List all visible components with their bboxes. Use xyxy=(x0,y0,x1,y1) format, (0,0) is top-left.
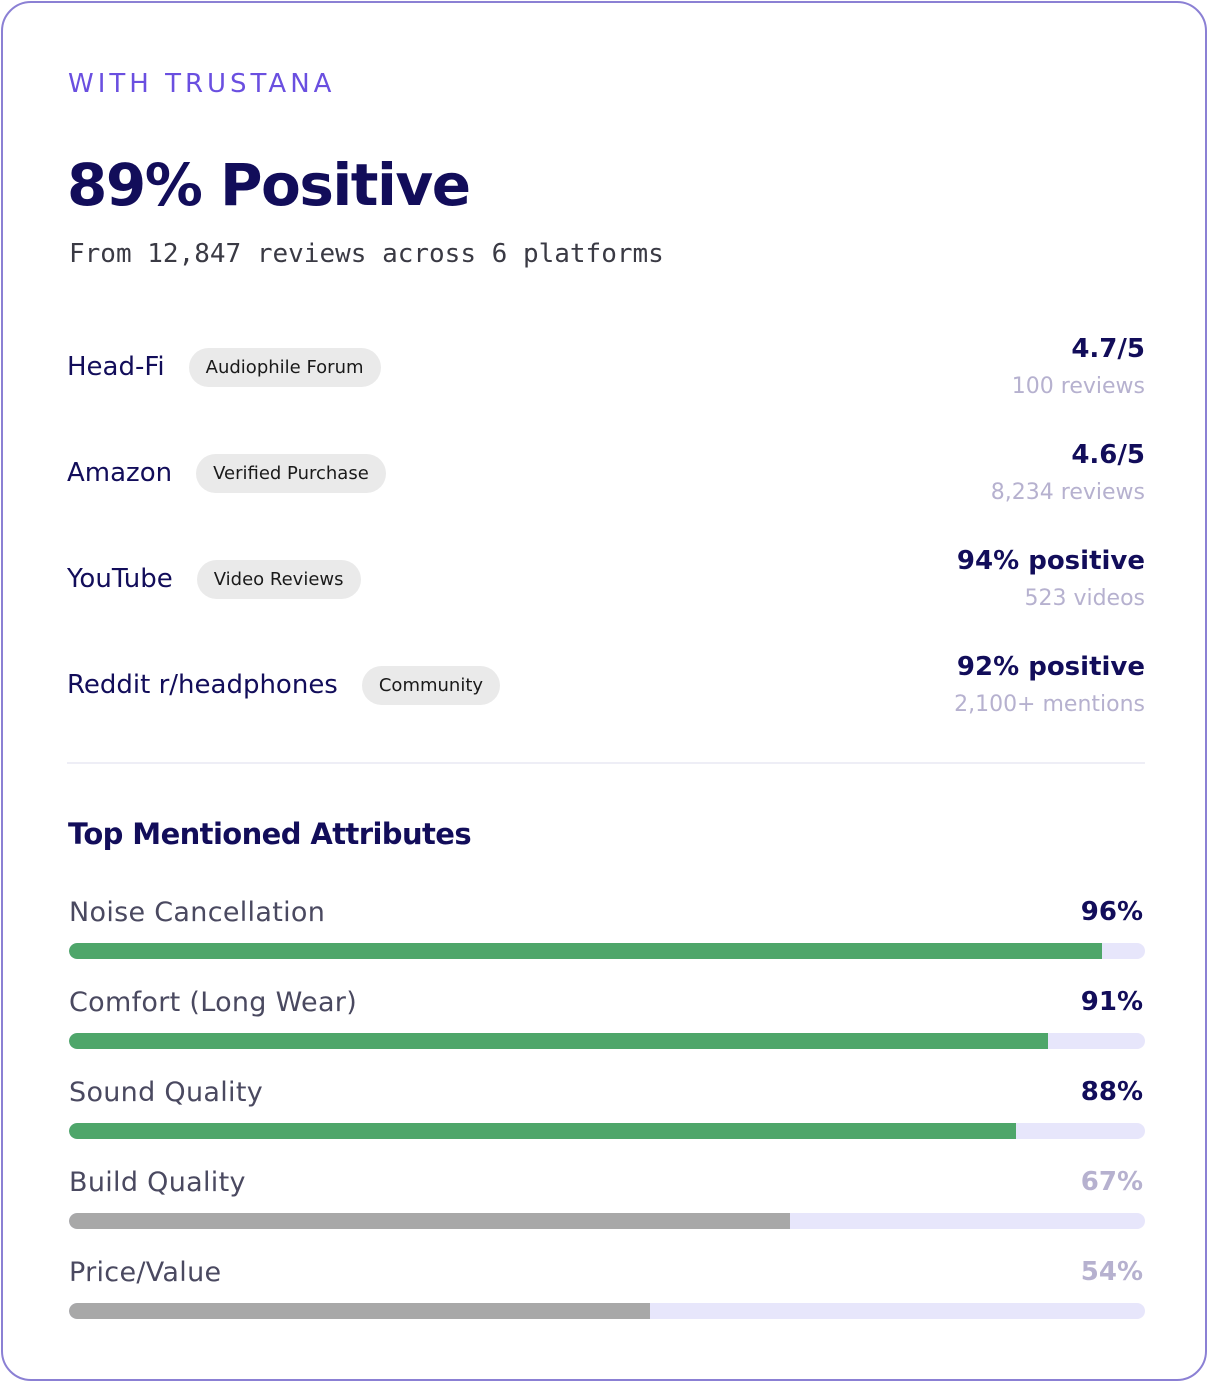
attribute-label: Comfort (Long Wear) xyxy=(69,987,358,1018)
platform-score: 4.7/5 xyxy=(1071,334,1145,364)
attribute-label: Build Quality xyxy=(69,1167,246,1198)
platform-stats: 92% positive 2,100+ mentions xyxy=(954,649,1145,723)
attribute-row: Price/Value 54% xyxy=(67,1253,1145,1343)
section-divider xyxy=(67,762,1145,764)
platform-row-head-fi: Head-Fi Audiophile Forum 4.7/5 100 revie… xyxy=(67,327,1145,433)
platform-stats: 94% positive 523 videos xyxy=(957,543,1145,617)
platform-score: 4.6/5 xyxy=(1071,440,1145,470)
platform-review-count: 523 videos xyxy=(1024,586,1145,611)
attribute-percent: 88% xyxy=(1080,1077,1143,1107)
platform-review-count: 8,234 reviews xyxy=(990,480,1145,505)
platform-row-reddit: Reddit r/headphones Community 92% positi… xyxy=(67,645,1145,751)
attribute-bar-fill xyxy=(69,1123,1016,1139)
page-title: 89% Positive xyxy=(67,151,471,219)
eyebrow-label: WITH TRUSTANA xyxy=(68,69,336,99)
attribute-percent: 91% xyxy=(1080,987,1143,1017)
platform-identity: Amazon Verified Purchase xyxy=(67,453,386,493)
attribute-bar-track xyxy=(69,1303,1145,1319)
attribute-bar-track xyxy=(69,1123,1145,1139)
attribute-percent: 67% xyxy=(1080,1167,1143,1197)
attribute-label: Noise Cancellation xyxy=(69,897,326,928)
attribute-percent: 54% xyxy=(1080,1257,1143,1287)
review-summary-subtitle: From 12,847 reviews across 6 platforms xyxy=(69,239,664,269)
platform-tag: Community xyxy=(361,665,501,705)
attribute-bar-track xyxy=(69,943,1145,959)
platform-row-amazon: Amazon Verified Purchase 4.6/5 8,234 rev… xyxy=(67,433,1145,539)
attribute-bar-fill xyxy=(69,1213,790,1229)
attribute-row: Sound Quality 88% xyxy=(67,1073,1145,1163)
attribute-bar-track xyxy=(69,1213,1145,1229)
platform-name: Head-Fi xyxy=(67,352,165,382)
attribute-label: Sound Quality xyxy=(69,1077,263,1108)
attribute-list: Noise Cancellation 96% Comfort (Long Wea… xyxy=(67,893,1145,1343)
platform-name: YouTube xyxy=(67,564,173,594)
platform-stats: 4.7/5 100 reviews xyxy=(1012,331,1145,405)
attribute-label: Price/Value xyxy=(69,1257,222,1288)
platform-identity: Reddit r/headphones Community xyxy=(67,665,501,705)
platform-identity: Head-Fi Audiophile Forum xyxy=(67,347,381,387)
attribute-row: Noise Cancellation 96% xyxy=(67,893,1145,983)
attribute-bar-fill xyxy=(69,1303,651,1319)
attribute-row: Build Quality 67% xyxy=(67,1163,1145,1253)
platform-score: 92% positive xyxy=(956,652,1145,682)
platform-review-count: 100 reviews xyxy=(1011,374,1145,399)
platform-name: Amazon xyxy=(67,458,173,488)
attribute-bar-track xyxy=(69,1033,1145,1049)
platform-name: Reddit r/headphones xyxy=(67,670,338,700)
platform-list: Head-Fi Audiophile Forum 4.7/5 100 revie… xyxy=(67,327,1145,751)
platform-stats: 4.6/5 8,234 reviews xyxy=(991,437,1145,511)
attribute-bar-fill xyxy=(69,943,1102,959)
platform-score: 94% positive xyxy=(956,546,1145,576)
attribute-row: Comfort (Long Wear) 91% xyxy=(67,983,1145,1073)
attribute-percent: 96% xyxy=(1080,897,1143,927)
platform-review-count: 2,100+ mentions xyxy=(954,692,1145,717)
platform-tag: Verified Purchase xyxy=(196,453,386,493)
platform-tag: Video Reviews xyxy=(196,559,361,599)
platform-identity: YouTube Video Reviews xyxy=(67,559,361,599)
platform-row-youtube: YouTube Video Reviews 94% positive 523 v… xyxy=(67,539,1145,645)
attributes-heading: Top Mentioned Attributes xyxy=(68,817,472,851)
attribute-bar-fill xyxy=(69,1033,1049,1049)
platform-tag: Audiophile Forum xyxy=(188,347,381,387)
